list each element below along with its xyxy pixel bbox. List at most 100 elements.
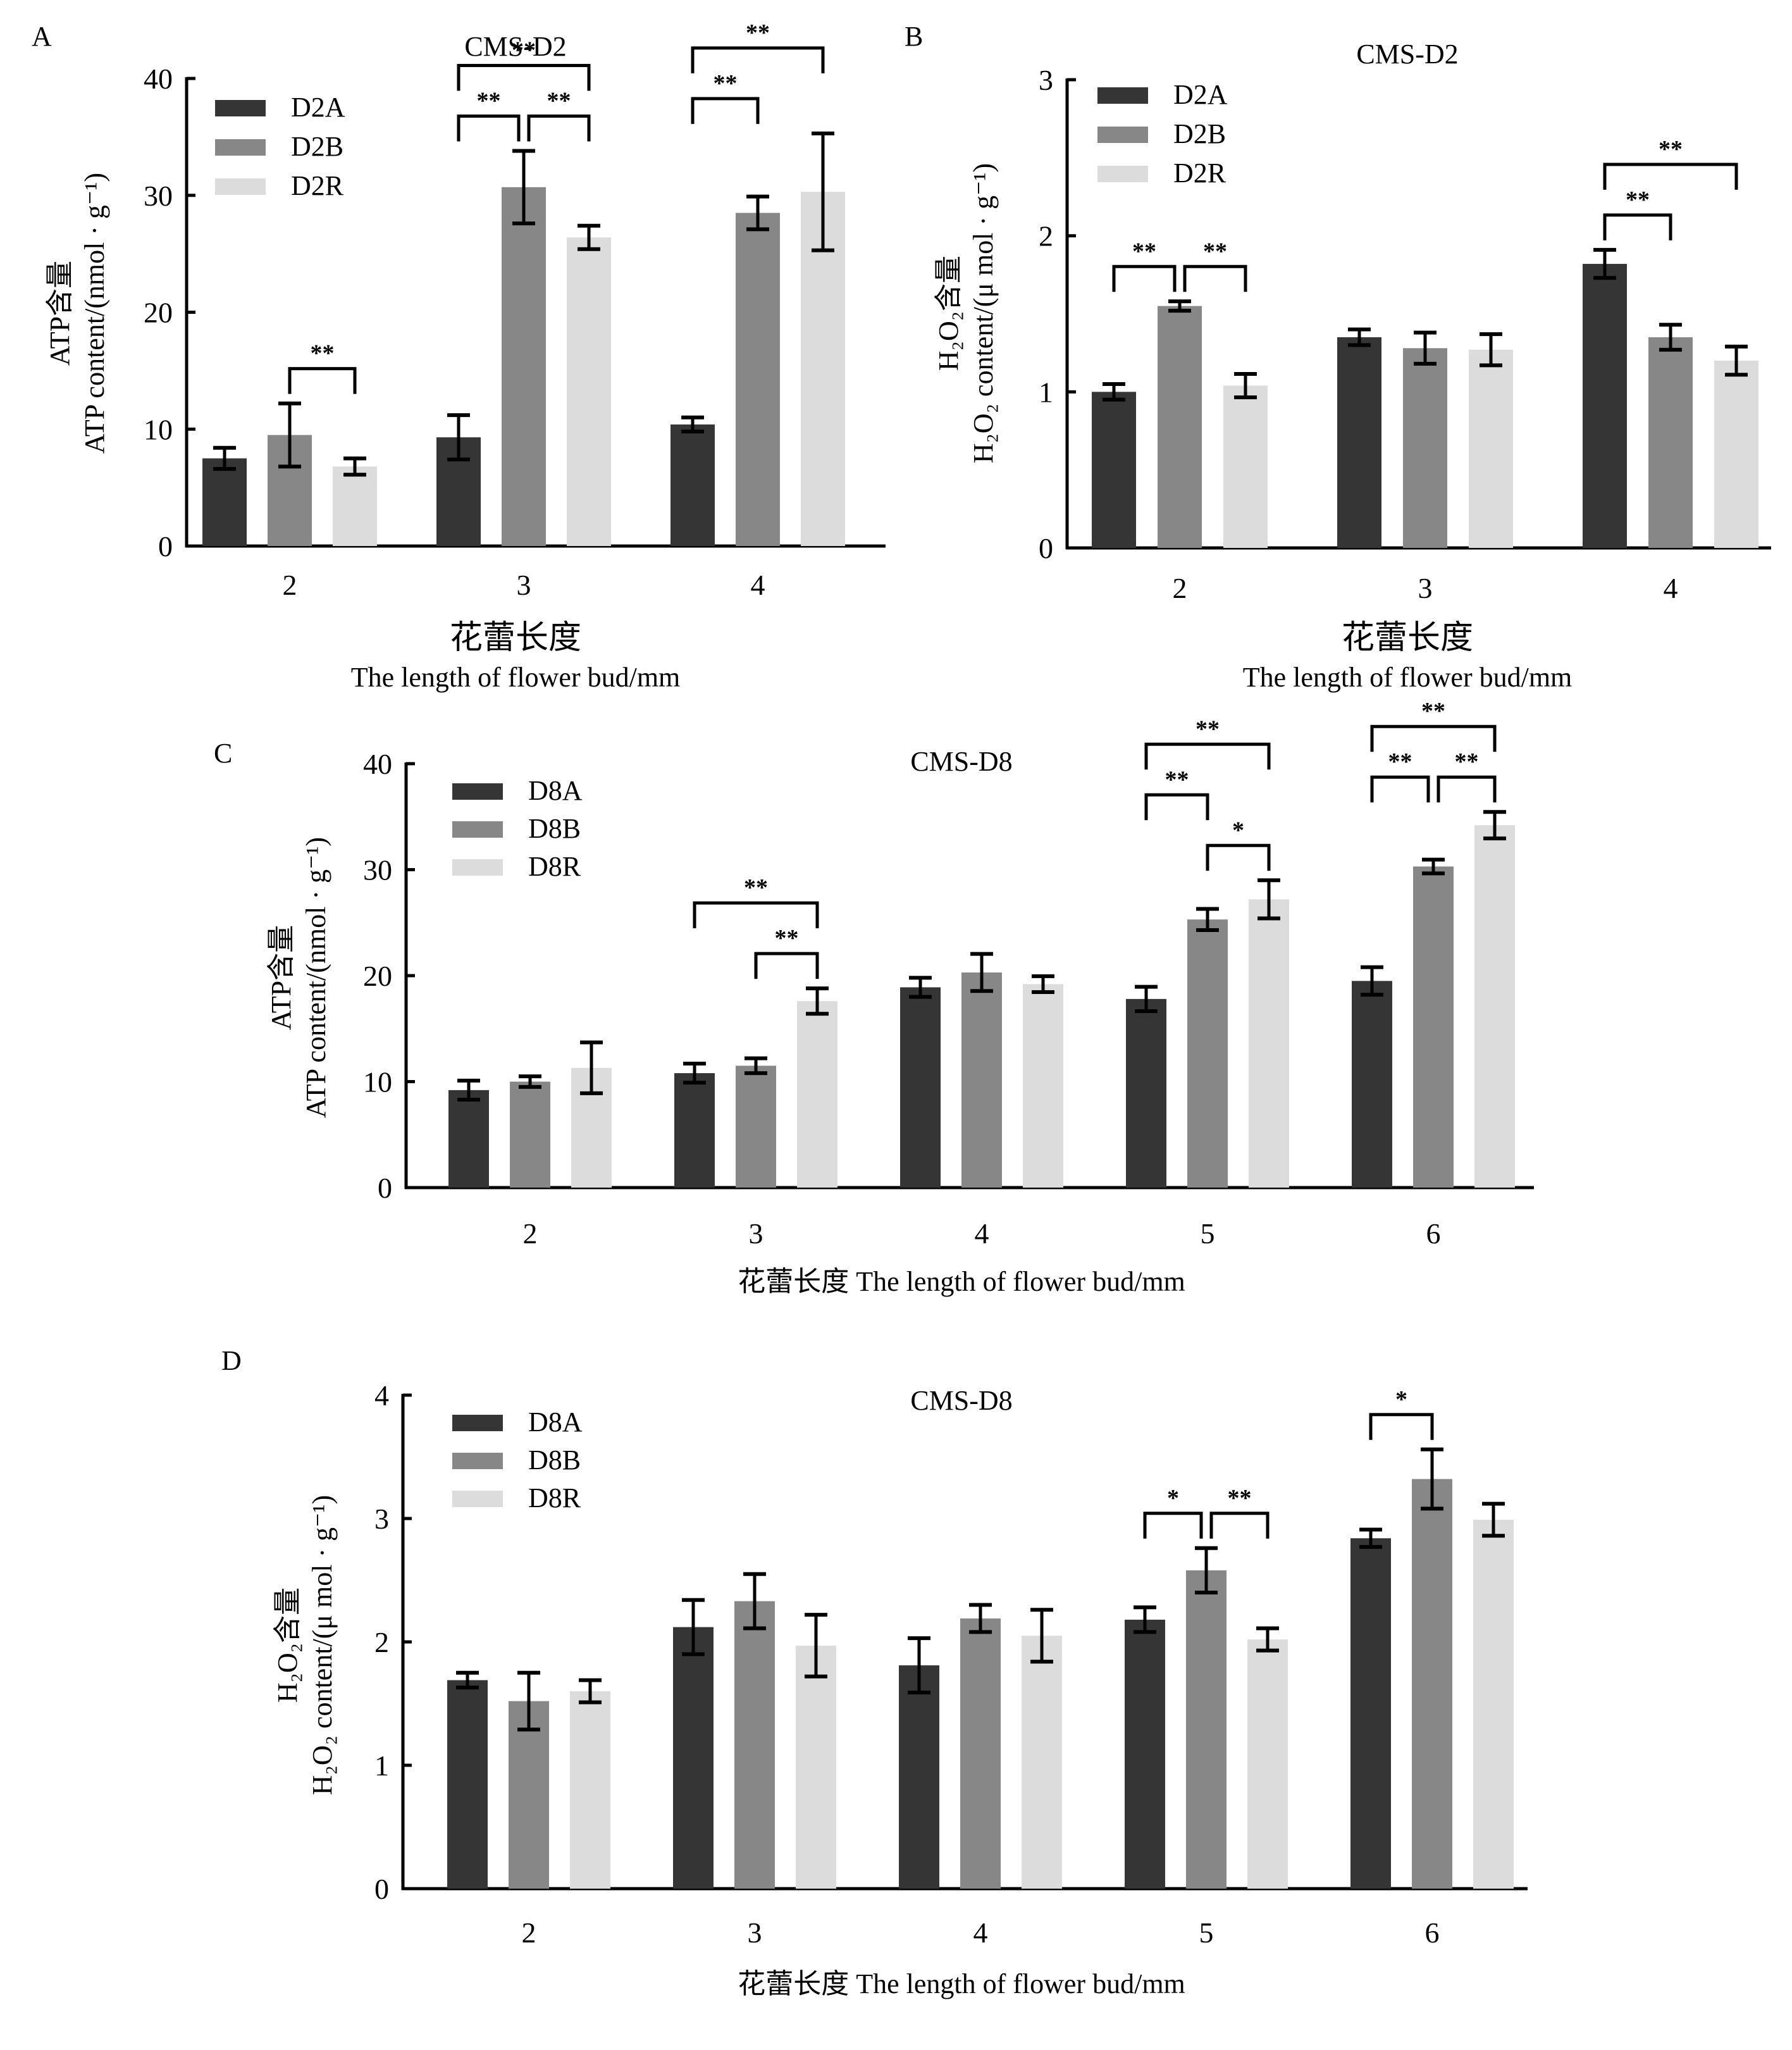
bar-d8b xyxy=(960,1618,1001,1889)
bar-d8b xyxy=(961,972,1002,1188)
error-bar xyxy=(278,401,301,469)
chart-title: CMS-D8 xyxy=(910,1385,1012,1416)
panel-b: B CMS-D2 0 1 2 3 H₂O₂含量 H₂O₂ content/(μ mol · g… xyxy=(905,21,1771,693)
bar-d2a xyxy=(1337,337,1381,548)
x-axis-label: 花蕾长度 The length of flower bud/mm xyxy=(738,1266,1185,1297)
error-bar xyxy=(1483,810,1506,841)
significance-bracket: ** xyxy=(1603,187,1672,240)
legend-item: D2A xyxy=(1097,79,1228,110)
bracket-line xyxy=(1370,775,1430,803)
significance-bracket: ** xyxy=(1144,766,1209,821)
y-axis-label-en: ATP content/(nmol · g⁻¹) xyxy=(79,173,110,454)
legend-item: D2B xyxy=(215,131,343,162)
bracket-line xyxy=(1603,163,1738,190)
bar-d2r xyxy=(1223,385,1268,548)
significance-label: ** xyxy=(477,88,501,115)
legend: D2A D2B D2R xyxy=(1097,79,1228,189)
error-bar xyxy=(969,1603,992,1634)
bar-d2r xyxy=(567,237,611,546)
significance-label: ** xyxy=(1132,238,1156,264)
bracket-line xyxy=(1209,1512,1270,1539)
y-tick-label: 0 xyxy=(158,530,173,562)
y-tick-label: 40 xyxy=(363,748,392,780)
legend-label: D2B xyxy=(291,131,343,162)
legend-swatch xyxy=(452,1453,503,1469)
error-bar xyxy=(519,1074,541,1089)
error-bar xyxy=(1168,299,1191,313)
legend-swatch xyxy=(1097,166,1148,182)
x-axis-label-en: The length of flower bud/mm xyxy=(351,662,681,693)
error-bar xyxy=(579,1678,602,1705)
significance-label: ** xyxy=(775,925,799,952)
bar-d2b xyxy=(1158,306,1202,548)
error-bar xyxy=(1348,327,1371,347)
legend-swatch xyxy=(1097,127,1148,143)
bracket-line xyxy=(1206,843,1271,871)
y-axis-label-2: ATP content/(nmol · g⁻¹) xyxy=(300,837,331,1118)
significance-label: * xyxy=(1232,817,1244,843)
legend-label: D2A xyxy=(291,92,345,123)
legend-swatch xyxy=(215,139,266,156)
y-tick-label: 10 xyxy=(363,1066,392,1098)
error-bar xyxy=(746,194,769,232)
y-axis-label: H₂O₂含量 xyxy=(272,1587,303,1703)
bar-d2a xyxy=(1092,392,1136,548)
significance-label: ** xyxy=(1455,749,1479,775)
chart-title: CMS-D2 xyxy=(1356,39,1458,70)
y-tick-label: 40 xyxy=(144,63,173,95)
significance-bracket: ** xyxy=(691,20,825,73)
bar-d8a xyxy=(899,1665,939,1889)
bar-d8r xyxy=(570,1691,610,1889)
bracket-line xyxy=(1370,724,1497,752)
bracket-line xyxy=(693,901,819,929)
error-bar xyxy=(1134,1605,1156,1634)
bar-d2b xyxy=(1648,337,1693,548)
y-axis-label: H₂O₂含量 xyxy=(933,256,964,371)
significance-bracket: ** xyxy=(1603,136,1738,190)
bar-d8a xyxy=(673,1627,714,1889)
bar-d8b xyxy=(1186,1570,1227,1889)
chart-title: CMS-D8 xyxy=(910,746,1012,777)
significance-bracket: ** xyxy=(457,88,521,142)
error-bar xyxy=(681,415,704,433)
y-tick-label: 0 xyxy=(374,1873,389,1905)
error-bar xyxy=(1234,371,1257,399)
significance-bracket: ** xyxy=(288,340,357,394)
bar-d8b xyxy=(1413,866,1454,1188)
significance-bracket: * xyxy=(1206,817,1271,871)
error-bar xyxy=(1361,965,1383,997)
error-bar xyxy=(812,131,834,252)
bar-d8a xyxy=(448,1090,489,1188)
bar-d8b xyxy=(1412,1479,1452,1889)
y-axis-label-cn: H₂O₂含量 xyxy=(272,1587,303,1703)
error-bar xyxy=(1195,1546,1218,1594)
y-tick-label: 20 xyxy=(144,297,173,329)
bracket-line xyxy=(1369,1413,1434,1440)
error-bar xyxy=(805,1613,827,1679)
error-bar xyxy=(1030,1608,1053,1664)
y-axis-label-en: H₂O₂ content/(μ mol · g⁻¹) xyxy=(307,1495,338,1795)
error-bar xyxy=(683,1062,706,1085)
x-axis-label-cn: 花蕾长度 xyxy=(1342,620,1473,656)
y-tick-label: 0 xyxy=(378,1172,392,1204)
error-bar xyxy=(1421,1447,1443,1511)
bar-d8a xyxy=(1350,1538,1391,1889)
significance-bracket: ** xyxy=(457,37,591,91)
y-axis-label-2: H₂O₂ content/(μ mol · g⁻¹) xyxy=(968,163,999,463)
bar-d8a xyxy=(1126,998,1166,1188)
error-bar xyxy=(1196,907,1219,932)
bracket-line xyxy=(1437,775,1497,803)
bar-d8r xyxy=(1023,984,1063,1188)
legend-item: D2R xyxy=(215,170,344,201)
error-bar xyxy=(1103,382,1125,402)
bar-d8b xyxy=(736,1065,776,1188)
chart-title: CMS-D2 xyxy=(464,31,566,62)
error-bar xyxy=(1359,1527,1382,1549)
error-bar xyxy=(909,976,932,999)
bar-d8r xyxy=(1473,1519,1514,1889)
significance-label: ** xyxy=(1421,698,1445,724)
significance-label: ** xyxy=(1388,749,1412,775)
y-tick-label: 2 xyxy=(1039,220,1053,252)
error-bar xyxy=(1135,985,1158,1014)
